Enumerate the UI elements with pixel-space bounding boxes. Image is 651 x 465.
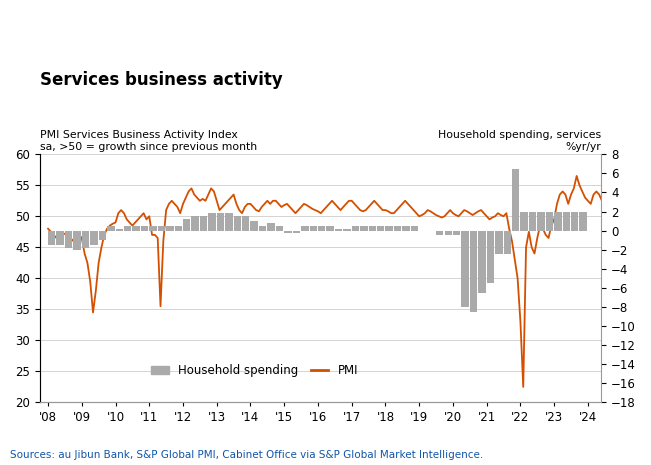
Bar xyxy=(335,229,342,231)
Bar xyxy=(512,168,519,231)
Bar xyxy=(470,231,477,312)
Bar xyxy=(268,223,275,231)
Bar xyxy=(141,226,148,231)
Bar xyxy=(394,226,401,231)
Bar xyxy=(571,212,579,231)
Bar xyxy=(402,226,409,231)
Bar xyxy=(318,226,326,231)
Bar xyxy=(242,216,249,231)
Bar xyxy=(166,226,174,231)
Bar xyxy=(124,226,132,231)
Bar xyxy=(259,226,266,231)
Bar xyxy=(462,231,469,307)
Text: Household spending, services
%yr/yr: Household spending, services %yr/yr xyxy=(438,130,602,152)
Text: PMI Services Business Activity Index
sa, >50 = growth since previous month: PMI Services Business Activity Index sa,… xyxy=(40,130,256,152)
Bar xyxy=(276,226,283,231)
Bar xyxy=(74,231,81,250)
Text: Sources: au Jibun Bank, S&P Global PMI, Cabinet Office via S&P Global Market Int: Sources: au Jibun Bank, S&P Global PMI, … xyxy=(10,450,483,460)
Bar xyxy=(411,226,418,231)
Bar xyxy=(208,213,215,231)
Bar xyxy=(115,229,123,231)
Bar xyxy=(82,231,89,248)
Bar xyxy=(495,231,503,254)
Bar xyxy=(453,231,460,235)
Legend: Household spending, PMI: Household spending, PMI xyxy=(146,359,363,382)
Bar xyxy=(48,231,55,245)
Bar xyxy=(284,231,292,232)
Bar xyxy=(487,231,494,283)
Bar xyxy=(360,226,368,231)
Bar xyxy=(504,231,511,254)
Bar xyxy=(343,229,351,231)
Bar xyxy=(537,212,545,231)
Bar xyxy=(65,231,72,248)
Bar xyxy=(529,212,536,231)
Bar xyxy=(57,231,64,245)
Bar xyxy=(183,219,191,231)
Bar xyxy=(377,226,385,231)
Bar xyxy=(107,226,115,231)
Bar xyxy=(149,226,157,231)
Bar xyxy=(234,216,241,231)
Bar xyxy=(90,231,98,245)
Bar xyxy=(132,226,140,231)
Bar xyxy=(293,231,300,233)
Bar xyxy=(200,216,207,231)
Bar xyxy=(225,213,232,231)
Bar xyxy=(326,226,334,231)
Bar xyxy=(174,226,182,231)
Bar xyxy=(436,231,443,235)
Bar xyxy=(251,221,258,231)
Bar xyxy=(99,231,106,240)
Bar xyxy=(158,226,165,231)
Bar xyxy=(385,226,393,231)
Bar xyxy=(579,212,587,231)
Bar xyxy=(191,216,199,231)
Bar xyxy=(368,226,376,231)
Text: Services business activity: Services business activity xyxy=(40,71,283,89)
Bar xyxy=(217,213,224,231)
Bar xyxy=(520,212,528,231)
Bar xyxy=(301,226,309,231)
Bar xyxy=(352,226,359,231)
Bar xyxy=(554,212,562,231)
Bar xyxy=(309,226,317,231)
Bar xyxy=(546,212,553,231)
Bar xyxy=(562,212,570,231)
Bar xyxy=(445,231,452,235)
Bar xyxy=(478,231,486,292)
